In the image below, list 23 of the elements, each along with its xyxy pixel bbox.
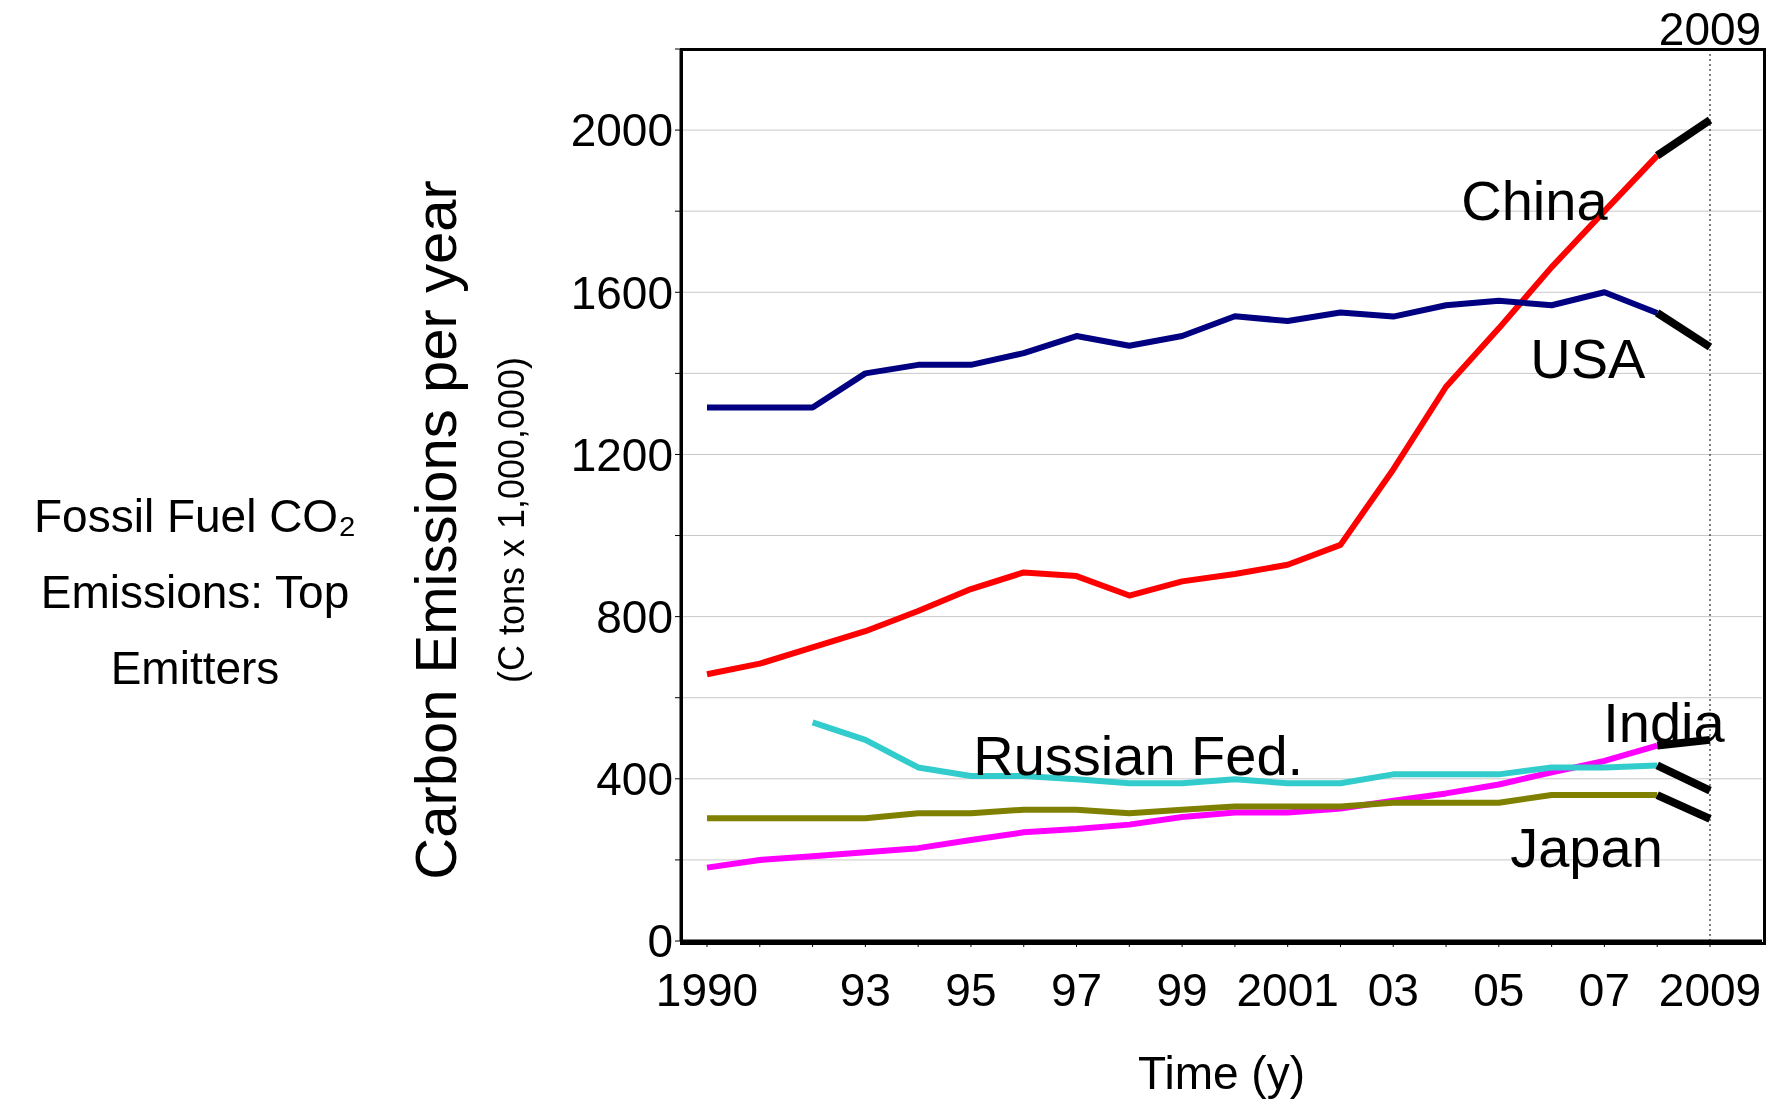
series-label: China: [1461, 168, 1609, 232]
text: Fossil Fuel CO₂ Emissions: Top Emitters: [33, 489, 357, 696]
y-tick-label: 1200: [570, 428, 673, 481]
y-tick-label: 400: [596, 753, 673, 806]
series-label: Russian Fed.: [973, 724, 1304, 788]
y-tick-label: 2000: [570, 104, 673, 157]
y-tick-label: 800: [596, 590, 673, 643]
x-tick-label: 07: [1578, 963, 1631, 1016]
x-tick-label: 03: [1367, 963, 1419, 1016]
x-tick-label: 97: [1050, 963, 1103, 1016]
series-label: Japan: [1510, 816, 1663, 880]
y-axis-title: Carbon Emissions per year (C tons x 1,000,000): [401, 180, 533, 880]
x-axis-title: Time (y): [1138, 1047, 1305, 1099]
x-tick-label: 93: [839, 963, 891, 1016]
x-tick-label: 99: [1156, 963, 1208, 1016]
ref-line-label: 2009: [1658, 3, 1762, 55]
x-tick-label: 2001: [1236, 963, 1339, 1016]
x-tick-label: 2009: [1658, 963, 1762, 1016]
series-label: India: [1603, 690, 1726, 754]
x-tick-label: 95: [945, 963, 997, 1016]
y-tick-label: 1600: [570, 266, 673, 319]
x-tick-label: 05: [1473, 963, 1525, 1016]
series-label: USA: [1530, 326, 1646, 390]
